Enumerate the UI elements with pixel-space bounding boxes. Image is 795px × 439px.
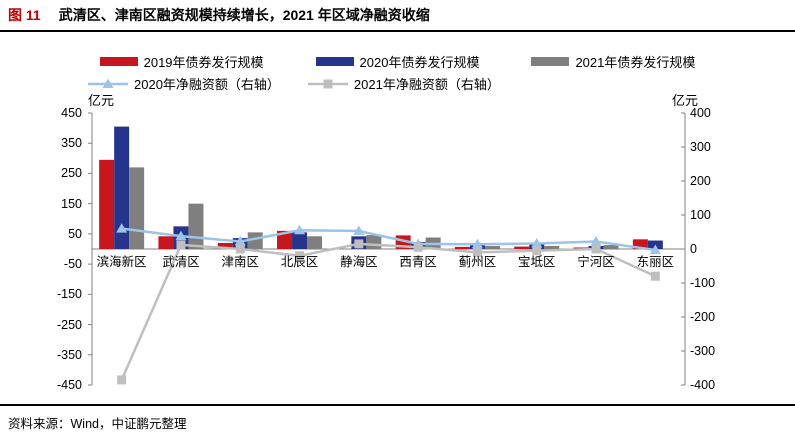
right-tick--400: -400 — [690, 378, 716, 392]
legend-item: 2021年净融资额（右轴） — [307, 74, 500, 93]
right-tick-300: 300 — [690, 140, 711, 154]
x-axis-label-西青区: 西青区 — [399, 255, 437, 269]
bar-2021年债券发行规模-北辰区 — [307, 236, 323, 249]
x-axis-label-宁河区: 宁河区 — [577, 254, 615, 269]
bar-2021年债券发行规模-津南区 — [247, 232, 263, 249]
marker-square-西青区 — [413, 242, 423, 252]
marker-triangle-蓟州区 — [471, 238, 483, 249]
left-tick-450: 450 — [61, 106, 82, 120]
legend-item: 2020年净融资额（右轴） — [88, 74, 280, 93]
right-tick-200: 200 — [690, 174, 711, 188]
x-axis-label-静海区: 静海区 — [340, 254, 378, 269]
marker-triangle-东丽区 — [649, 244, 661, 255]
bar-2021年债券发行规模-武清区 — [188, 203, 204, 249]
bar-2019年债券发行规模-津南区 — [217, 242, 233, 249]
bar-2021年债券发行规模-静海区 — [366, 235, 382, 249]
bar-2019年债券发行规模-蓟州区 — [454, 246, 470, 249]
bar-2020年债券发行规模-滨海新区 — [114, 126, 130, 249]
marker-triangle-滨海新区 — [116, 223, 128, 233]
x-axis-label-蓟州区: 蓟州区 — [459, 255, 497, 269]
plot-canvas: 滨海新区 武清区 津南区 北辰区 静海区 西青区 蓟州区 宝坻区 宁河区 东丽区 — [88, 112, 686, 386]
x-axis-label-滨海新区: 滨海新区 — [97, 254, 147, 269]
right-tick--300: -300 — [690, 344, 716, 358]
marker-triangle-武清区 — [175, 230, 187, 241]
legend-bars-row: 2019年债券发行规模 2020年债券发行规模 2021年债券发行规模 — [0, 52, 795, 71]
chart-area: 2019年债券发行规模 2020年债券发行规模 2021年债券发行规模 2020年净… — [0, 34, 795, 404]
legend-swatch-line — [307, 79, 348, 88]
left-tick--250: -250 — [56, 317, 82, 332]
bar-2020年债券发行规模-北辰区 — [292, 232, 308, 249]
marker-square-北辰区 — [295, 251, 305, 261]
bar-2021年债券发行规模-宁河区 — [603, 245, 619, 249]
marker-triangle-宝坻区 — [531, 238, 543, 248]
marker-triangle-北辰区 — [294, 224, 306, 235]
figure-title-bar: 图 11 武清区、津南区融资规模持续增长，2021 年区域净融资收缩 — [0, 0, 795, 32]
line-2021年净融资额（右轴） — [120, 242, 656, 381]
marker-square-静海区 — [354, 239, 364, 249]
marker-triangle-静海区 — [353, 225, 365, 235]
source-text: 资料来源：Wind，中证鹏元整理 — [8, 417, 187, 431]
right-tick-400: 400 — [690, 106, 711, 120]
marker-square-武清区 — [176, 240, 186, 250]
marker-triangle-宁河区 — [590, 236, 602, 246]
marker-triangle-津南区 — [234, 236, 246, 246]
left-tick-350: 350 — [61, 136, 82, 151]
right-tick-100: 100 — [690, 208, 711, 222]
legend-lines-row: 2020年净融资额（右轴） 2021年净融资额（右轴） — [88, 74, 500, 93]
marker-square-蓟州区 — [472, 247, 482, 257]
legend-item: 2021年债券发行规模 — [531, 52, 695, 71]
bar-2019年债券发行规模-宝坻区 — [514, 246, 530, 249]
legend-label: 2020年债券发行规模 — [359, 55, 480, 70]
bar-2019年债券发行规模-东丽区 — [632, 239, 648, 249]
left-tick-50: 50 — [68, 226, 82, 241]
left-tick-150: 150 — [61, 196, 82, 211]
legend-label: 2021年净融资额（右轴） — [353, 77, 500, 92]
left-tick-250: 250 — [61, 166, 82, 181]
legend-label: 2021年债券发行规模 — [575, 55, 696, 70]
legend-swatch-bar — [315, 57, 354, 66]
left-tick--150: -150 — [56, 287, 82, 302]
bar-2021年债券发行规模-滨海新区 — [129, 167, 145, 249]
figure-number-label: 图 11 — [8, 7, 41, 23]
figure-title: 武清区、津南区融资规模持续增长，2021 年区域净融资收缩 — [58, 7, 430, 23]
bar-2019年债券发行规模-武清区 — [158, 236, 174, 249]
bar-2019年债券发行规模-北辰区 — [277, 230, 293, 249]
bar-2019年债券发行规模-滨海新区 — [99, 159, 115, 249]
marker-square-滨海新区 — [117, 375, 127, 385]
left-tick--350: -350 — [56, 347, 82, 362]
right-axis-unit: 亿元 — [672, 93, 699, 108]
legend-item: 2019年债券发行规模 — [99, 52, 264, 71]
marker-square-津南区 — [235, 244, 245, 254]
legend-swatch-bar — [531, 57, 570, 66]
legend-label: 2019年债券发行规模 — [143, 55, 264, 70]
left-tick--450: -450 — [56, 378, 82, 392]
right-tick--100: -100 — [690, 276, 716, 290]
left-axis-tick-labels: 450 350 250 150 50 -50 -150 -250 -350 -450 — [30, 34, 82, 404]
left-tick--50: -50 — [63, 257, 82, 272]
x-axis-label-津南区: 津南区 — [221, 254, 259, 269]
right-tick--200: -200 — [690, 310, 716, 324]
marker-square-东丽区 — [650, 271, 660, 281]
legend-label: 2020年净融资额（右轴） — [134, 77, 280, 92]
legend-swatch-line — [88, 78, 128, 88]
x-axis-label-北辰区: 北辰区 — [281, 255, 319, 269]
marker-square-宁河区 — [591, 244, 601, 254]
marker-square-宝坻区 — [532, 246, 542, 256]
x-axis-label-东丽区: 东丽区 — [637, 255, 675, 269]
legend-swatch-bar — [99, 57, 138, 66]
left-axis-unit: 亿元 — [88, 93, 115, 108]
x-axis-label-宝坻区: 宝坻区 — [518, 254, 556, 269]
line-2020年净融资额（右轴） — [121, 227, 656, 252]
bar-2021年债券发行规模-宝坻区 — [544, 245, 560, 249]
right-tick-0: 0 — [690, 242, 697, 256]
x-axis-label-武清区: 武清区 — [162, 255, 200, 269]
legend-item: 2020年债券发行规模 — [315, 52, 480, 71]
bar-2021年债券发行规模-蓟州区 — [484, 245, 500, 249]
right-axis-tick-labels: 400 300 200 100 0 -100 -200 -300 -400 — [690, 34, 740, 404]
source-bar: 资料来源：Wind，中证鹏元整理 — [0, 404, 795, 439]
